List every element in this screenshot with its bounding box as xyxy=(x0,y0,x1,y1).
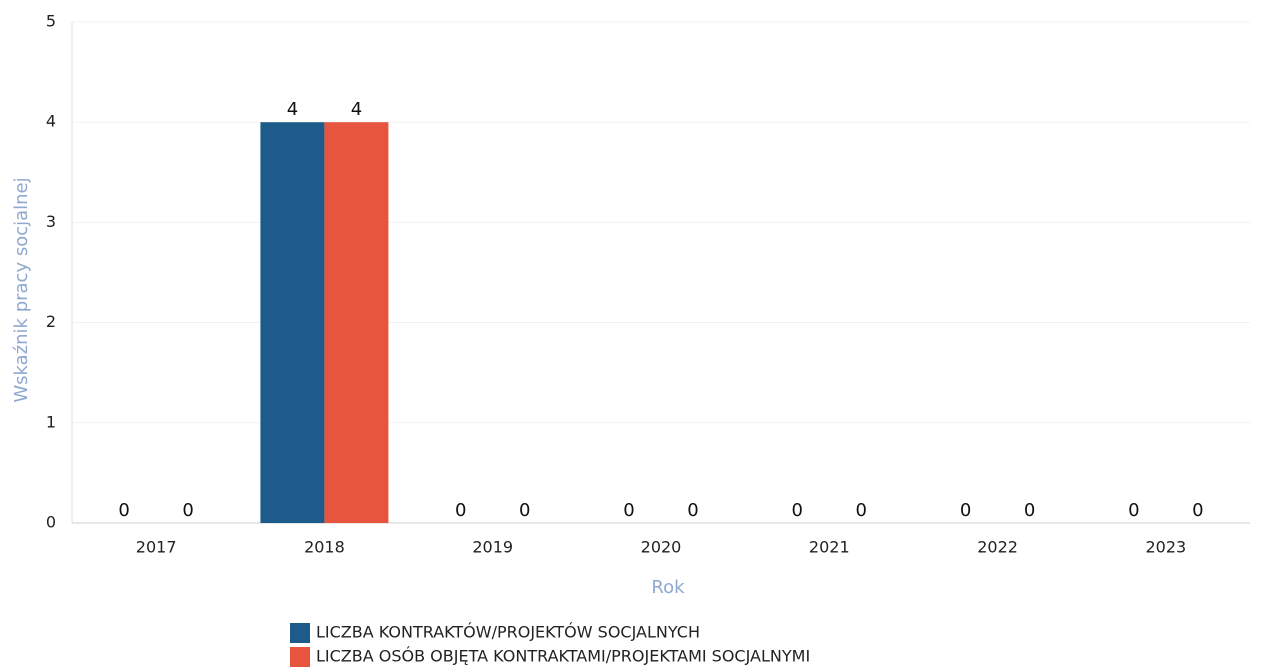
bar xyxy=(324,122,389,523)
x-tick-label: 2018 xyxy=(304,538,345,557)
value-label: 0 xyxy=(519,500,530,521)
x-tick-label: 2019 xyxy=(472,538,513,557)
bar xyxy=(260,122,325,523)
y-axis-title: Wskaźnik pracy socjalnej xyxy=(11,177,32,402)
value-label: 4 xyxy=(287,99,298,120)
legend-swatch xyxy=(290,647,310,667)
value-label: 0 xyxy=(1192,500,1203,521)
y-tick-label: 0 xyxy=(46,513,56,532)
y-tick-label: 5 xyxy=(46,12,56,31)
value-label: 0 xyxy=(182,500,193,521)
value-label: 0 xyxy=(455,500,466,521)
value-label: 0 xyxy=(792,500,803,521)
value-label: 0 xyxy=(856,500,867,521)
x-tick-label: 2021 xyxy=(809,538,850,557)
y-tick-label: 1 xyxy=(46,412,56,431)
x-axis-title: Rok xyxy=(651,577,685,598)
x-tick-label: 2023 xyxy=(1145,538,1186,557)
y-tick-label: 4 xyxy=(46,112,56,131)
value-label: 4 xyxy=(351,99,362,120)
y-tick-label: 3 xyxy=(46,212,56,231)
x-tick-label: 2022 xyxy=(977,538,1018,557)
value-label: 0 xyxy=(623,500,634,521)
x-tick-label: 2017 xyxy=(136,538,177,557)
legend-label: LICZBA OSÓB OBJĘTA KONTRAKTAMI/PROJEKTAM… xyxy=(316,647,810,666)
value-label: 0 xyxy=(960,500,971,521)
x-tick-label: 2020 xyxy=(641,538,682,557)
value-label: 0 xyxy=(1128,500,1139,521)
y-tick-label: 2 xyxy=(46,312,56,331)
value-label: 0 xyxy=(687,500,698,521)
legend-swatch xyxy=(290,623,310,643)
value-label: 0 xyxy=(118,500,129,521)
value-label: 0 xyxy=(1024,500,1035,521)
legend-label: LICZBA KONTRAKTÓW/PROJEKTÓW SOCJALNYCH xyxy=(316,623,700,642)
